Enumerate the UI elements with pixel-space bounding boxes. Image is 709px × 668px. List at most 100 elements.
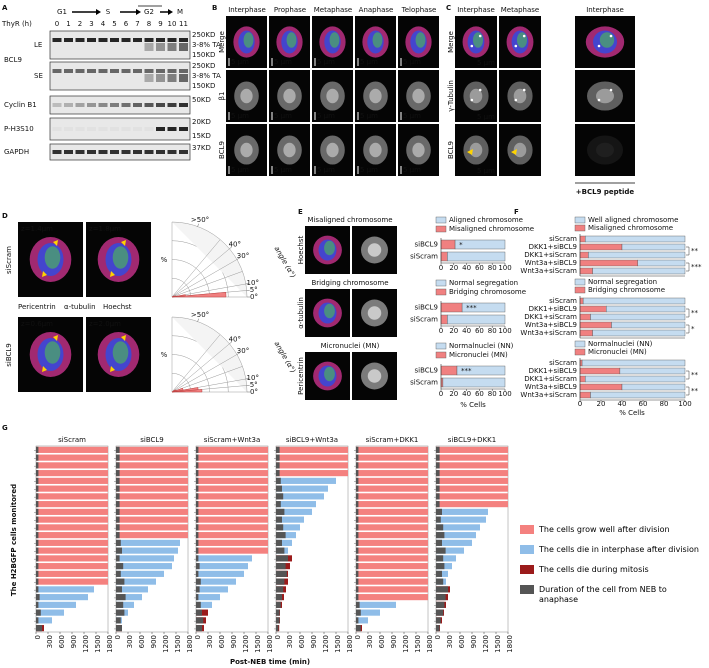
neb-duration-bar [36, 532, 39, 539]
neb-duration-bar [356, 563, 359, 570]
neb-duration-bar [116, 609, 125, 616]
neb-duration-bar [436, 454, 440, 461]
legend-swatch [435, 342, 447, 350]
neb-duration-bar [196, 578, 201, 585]
neb-duration-bar [356, 516, 359, 523]
kda-marker: 3-8% TA [192, 41, 221, 49]
blot-band [75, 69, 85, 73]
cell-bar [356, 586, 428, 593]
cell-bar [36, 470, 108, 477]
blot-label: Cyclin B1 [4, 101, 37, 109]
phase-arrow-head [136, 9, 141, 15]
neb-duration-bar [436, 524, 444, 531]
cell-bar [436, 524, 480, 531]
neb-duration-bar [436, 625, 440, 632]
time-label: 6 [124, 20, 129, 28]
cell-bar [196, 477, 268, 484]
bar-segment [447, 251, 506, 262]
scale-label: 5 μm [274, 112, 292, 120]
z-label: z=0.6μm [21, 320, 53, 328]
x-tick-label: 1500 [174, 635, 182, 653]
cell-bar [196, 462, 268, 469]
blot-label: P-H3S10 [4, 125, 34, 133]
x-axis-label: % Cells [460, 401, 486, 409]
angle-tick [245, 378, 249, 380]
neb-duration-bar [436, 609, 444, 616]
neb-duration-bar [36, 625, 42, 632]
micrograph-signal [324, 303, 335, 319]
angle-tick [236, 257, 240, 260]
legend-item: Duration of the cell from NEB to anaphas… [520, 585, 705, 605]
kda-marker: 150KD [192, 51, 215, 59]
neb-duration-bar [276, 601, 281, 608]
legend-label: Aligned chromosome [449, 216, 523, 224]
x-tick-label: 60 [475, 390, 484, 398]
legend-swatch [435, 225, 447, 233]
category-label: Wnt3a+siBCL9 [525, 259, 577, 267]
blot-band [167, 43, 177, 51]
cell-bar [116, 594, 142, 601]
bar-segment [579, 329, 593, 337]
time-label: 3 [89, 20, 93, 28]
significance-bracket [686, 324, 690, 334]
legend-label: Duration of the cell from NEB to anaphas… [539, 585, 667, 604]
bar-segment [621, 383, 686, 391]
blot-band [167, 74, 177, 82]
legend-label: Bridging chromosome [449, 288, 526, 296]
blot-band [52, 38, 62, 42]
neb-duration-bar [36, 462, 39, 469]
bar-segment [579, 235, 586, 243]
x-tick-label: 1800 [506, 635, 514, 653]
legend-label: Micronuclei (MN) [449, 351, 508, 359]
neb-duration-bar [436, 462, 440, 469]
centrosome [514, 98, 518, 102]
category-label: Wnt3a+siScram [520, 391, 577, 399]
angle-tick-label: >50° [191, 311, 209, 319]
blot-band [110, 127, 119, 131]
micrograph-signal [369, 142, 382, 158]
kda-marker: 37KD [192, 144, 211, 152]
cell-bar [356, 555, 428, 562]
cell-bar [196, 508, 268, 515]
blot [49, 95, 191, 115]
cell-bar [36, 501, 108, 508]
blot-band [156, 103, 165, 107]
neb-duration-bar [356, 601, 360, 608]
panel-label: A [2, 4, 8, 12]
cell-bar [356, 532, 428, 539]
neb-duration-bar [276, 539, 282, 546]
cell-bar [436, 477, 508, 484]
blot-band [156, 69, 165, 73]
blot-band [64, 38, 73, 42]
neb-duration-bar [276, 625, 279, 632]
arrowhead [110, 366, 115, 372]
category-label: Wnt3a+siBCL9 [525, 321, 577, 329]
neb-duration-bar [436, 516, 441, 523]
x-tick-label: 1500 [414, 635, 422, 653]
cell-bar [276, 501, 316, 508]
neb-duration-bar [276, 617, 280, 624]
cell-bar [116, 446, 188, 453]
category-label: Wnt3a+siScram [520, 267, 577, 275]
cell-bar [36, 516, 108, 523]
cell-bar [276, 454, 348, 461]
neb-duration-bar [196, 563, 200, 570]
neb-duration-bar [36, 586, 39, 593]
neb-duration-bar [356, 493, 359, 500]
neb-duration-bar [116, 532, 120, 539]
legend-item: The cells die in interphase after divisi… [520, 545, 705, 555]
polar-ray [171, 366, 243, 393]
x-tick-label: 600 [458, 635, 466, 648]
micrograph-signal [283, 142, 296, 158]
arrowhead [42, 271, 47, 277]
cell-bar [116, 563, 172, 570]
significance: * [459, 241, 463, 249]
bar-segment [447, 314, 506, 325]
centrosome [470, 98, 474, 102]
legend-swatch [435, 216, 447, 224]
time-label: 1 [66, 20, 70, 28]
angle-tick-label: 5° [250, 286, 258, 294]
x-tick-label: 0 [439, 327, 443, 335]
neb-duration-bar [116, 477, 120, 484]
x-tick-label: 0 [578, 400, 582, 408]
